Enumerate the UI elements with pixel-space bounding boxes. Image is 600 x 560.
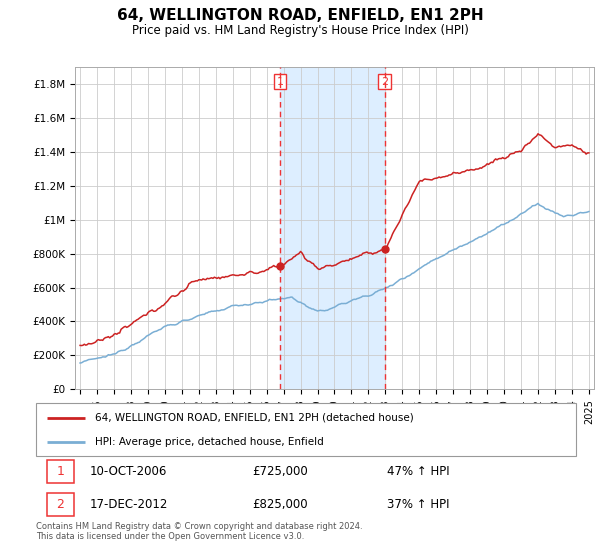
Text: HPI: Average price, detached house, Enfield: HPI: Average price, detached house, Enfi…	[95, 437, 324, 447]
Text: Contains HM Land Registry data © Crown copyright and database right 2024.
This d: Contains HM Land Registry data © Crown c…	[36, 522, 362, 542]
FancyBboxPatch shape	[47, 460, 74, 483]
Text: 2: 2	[381, 77, 388, 87]
Text: 37% ↑ HPI: 37% ↑ HPI	[387, 498, 449, 511]
Text: 64, WELLINGTON ROAD, ENFIELD, EN1 2PH (detached house): 64, WELLINGTON ROAD, ENFIELD, EN1 2PH (d…	[95, 413, 414, 423]
FancyBboxPatch shape	[47, 493, 74, 516]
Text: 64, WELLINGTON ROAD, ENFIELD, EN1 2PH: 64, WELLINGTON ROAD, ENFIELD, EN1 2PH	[116, 8, 484, 24]
Text: 17-DEC-2012: 17-DEC-2012	[90, 498, 169, 511]
Bar	[280, 67, 385, 389]
Text: 2: 2	[56, 498, 64, 511]
Text: £725,000: £725,000	[252, 465, 308, 478]
Text: Price paid vs. HM Land Registry's House Price Index (HPI): Price paid vs. HM Land Registry's House …	[131, 24, 469, 36]
Text: 10-OCT-2006: 10-OCT-2006	[90, 465, 167, 478]
Text: £825,000: £825,000	[252, 498, 308, 511]
Text: 1: 1	[56, 465, 64, 478]
FancyBboxPatch shape	[36, 403, 576, 456]
Text: 47% ↑ HPI: 47% ↑ HPI	[387, 465, 449, 478]
Text: 1: 1	[277, 77, 283, 87]
